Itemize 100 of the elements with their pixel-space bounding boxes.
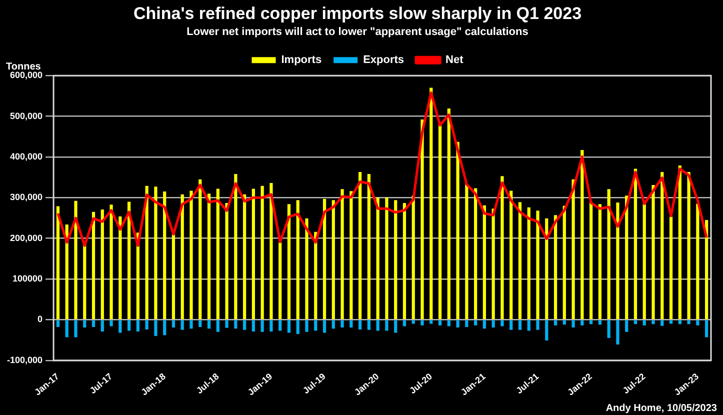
- bar: [74, 320, 78, 338]
- bar: [634, 168, 638, 320]
- bar: [332, 200, 335, 320]
- bar: [669, 216, 673, 320]
- bar: [110, 204, 113, 320]
- bar: [705, 320, 708, 338]
- bar: [500, 320, 504, 326]
- bar: [642, 320, 646, 326]
- text: Andy Home, 10/05/2023: [606, 402, 718, 414]
- bar: [696, 204, 700, 320]
- bar: [340, 320, 344, 328]
- bar: [430, 320, 433, 324]
- bar: [562, 320, 566, 325]
- bar: [625, 320, 628, 332]
- bar: [305, 320, 308, 332]
- bar: [163, 320, 166, 336]
- bar: [190, 320, 193, 329]
- legend-label: Imports: [281, 54, 322, 66]
- bar: [616, 320, 620, 345]
- bar: [474, 188, 478, 320]
- bar: [402, 202, 406, 320]
- bar: [332, 320, 335, 329]
- bar: [705, 220, 708, 320]
- bar: [305, 218, 308, 320]
- bar: [100, 320, 104, 332]
- bar: [572, 179, 575, 320]
- bar: [652, 320, 655, 324]
- bar: [412, 196, 415, 320]
- bar: [100, 209, 104, 320]
- bar: [376, 320, 380, 331]
- bar: [198, 320, 202, 328]
- bar: [660, 172, 664, 320]
- bar: [252, 320, 255, 332]
- bar: [260, 320, 264, 332]
- bar: [65, 320, 68, 338]
- bar: [438, 122, 442, 320]
- bar: [385, 320, 388, 331]
- bar: [234, 320, 238, 329]
- bar: [545, 218, 548, 320]
- bar: [74, 200, 78, 320]
- bar: [572, 320, 575, 328]
- bar: [447, 108, 450, 320]
- bar: [83, 244, 86, 320]
- bar: [216, 320, 220, 332]
- bar: [500, 176, 504, 320]
- bar: [590, 202, 593, 320]
- bar: [687, 172, 690, 320]
- bar: [198, 179, 202, 320]
- bar: [554, 215, 558, 320]
- legend-label: Exports: [363, 54, 404, 66]
- bar: [270, 183, 273, 320]
- bar: [420, 120, 424, 320]
- bar: [278, 320, 282, 331]
- y-tick-label: 0: [38, 314, 43, 324]
- bar: [322, 198, 326, 320]
- bar: [527, 320, 530, 331]
- bar: [554, 320, 558, 326]
- bar: [474, 320, 478, 326]
- bar: [652, 185, 655, 320]
- bar: [358, 172, 362, 320]
- bar: [598, 320, 602, 325]
- bar: [376, 198, 380, 320]
- bar: [136, 320, 140, 332]
- bar: [180, 194, 184, 320]
- bar: [154, 186, 158, 320]
- bar: [678, 166, 682, 320]
- y-tick-label: 300,000: [10, 192, 43, 202]
- bar: [225, 202, 228, 320]
- bar: [270, 320, 273, 332]
- bar: [367, 320, 370, 330]
- bar: [607, 320, 610, 338]
- bar: [287, 320, 291, 333]
- y-tick-label: -100,000: [7, 354, 43, 365]
- bar: [545, 320, 548, 340]
- bar: [465, 184, 468, 320]
- bar: [687, 320, 690, 324]
- bar: [438, 320, 442, 326]
- bar: [580, 150, 584, 320]
- bar: [56, 206, 60, 320]
- y-tick-label: 600,000: [10, 70, 43, 80]
- bar: [385, 198, 388, 320]
- bar: [536, 320, 540, 330]
- bar: [234, 174, 238, 320]
- bar: [394, 200, 398, 320]
- bar: [518, 202, 522, 320]
- bar: [492, 320, 495, 328]
- bar: [225, 320, 228, 328]
- bar: [172, 320, 176, 328]
- bar: [536, 210, 540, 320]
- bar: [92, 320, 96, 328]
- bar: [696, 320, 700, 326]
- bar: [412, 320, 415, 324]
- bar: [296, 200, 300, 320]
- bar: [56, 320, 60, 328]
- bar: [456, 142, 460, 320]
- bar: [465, 320, 468, 328]
- bar: [278, 242, 282, 320]
- bar: [216, 188, 220, 320]
- bar: [242, 320, 246, 330]
- y-tick-label: 400,000: [10, 151, 43, 162]
